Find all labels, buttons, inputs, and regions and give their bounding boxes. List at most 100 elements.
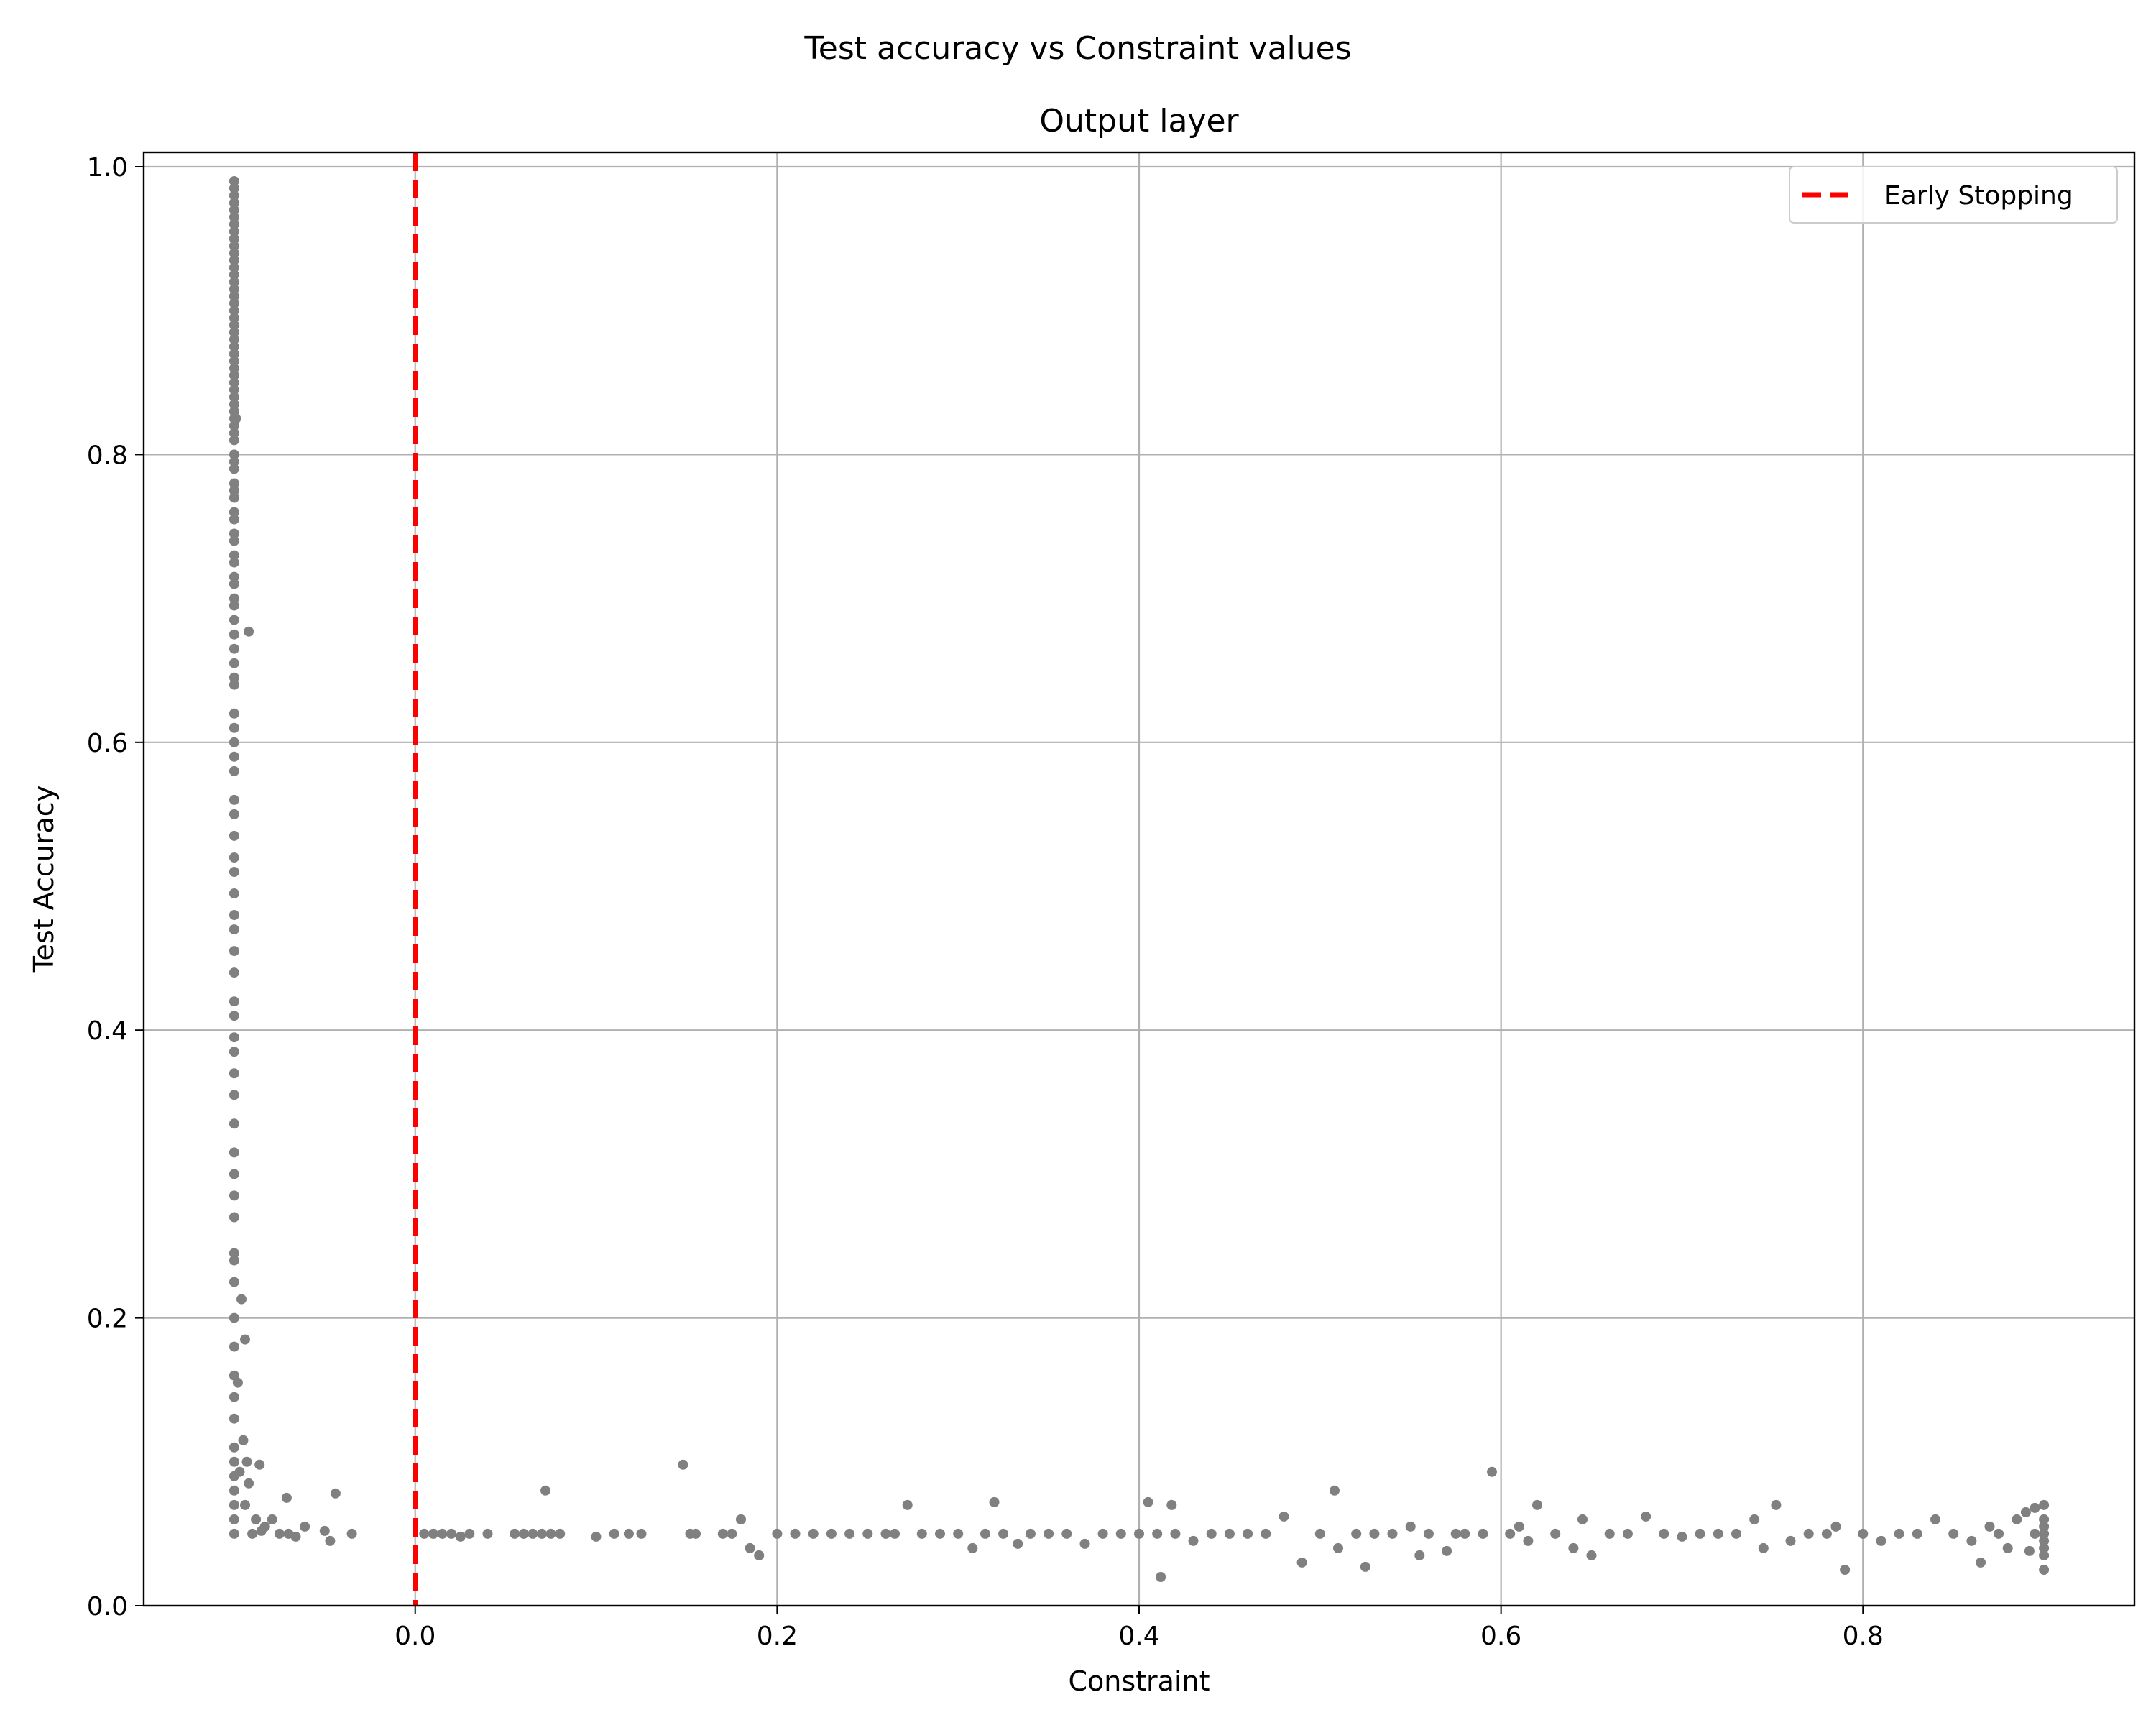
scatter-point xyxy=(229,485,239,496)
scatter-point xyxy=(234,1466,245,1477)
scatter-point xyxy=(229,1255,239,1266)
scatter-point xyxy=(229,349,239,359)
scatter-point xyxy=(2039,1528,2050,1539)
y-tick-label: 0.6 xyxy=(87,729,128,758)
scatter-point xyxy=(1876,1535,1886,1546)
scatter-point xyxy=(229,579,239,589)
scatter-point xyxy=(537,1528,547,1539)
scatter-point xyxy=(231,413,241,424)
scatter-point xyxy=(691,1528,701,1539)
scatter-point xyxy=(1532,1499,1542,1510)
scatter-point xyxy=(229,183,239,193)
scatter-point xyxy=(229,571,239,582)
scatter-point xyxy=(518,1528,529,1539)
scatter-point xyxy=(229,852,239,862)
scatter-point xyxy=(229,1276,239,1287)
scatter-point xyxy=(2039,1550,2050,1560)
scatter-point xyxy=(232,1377,243,1388)
scatter-point xyxy=(229,830,239,841)
scatter-point xyxy=(229,435,239,446)
scatter-point xyxy=(1025,1528,1036,1539)
chart-suptitle: Test accuracy vs Constraint values xyxy=(803,30,1351,67)
scatter-point xyxy=(1659,1528,1669,1539)
scatter-point xyxy=(935,1528,945,1539)
scatter-point xyxy=(1622,1528,1633,1539)
scatter-point xyxy=(808,1528,819,1539)
scatter-point xyxy=(1966,1535,1977,1546)
scatter-point xyxy=(2039,1514,2050,1524)
scatter-point xyxy=(916,1528,927,1539)
scatter-point xyxy=(229,794,239,805)
scatter-point xyxy=(229,464,239,474)
scatter-point xyxy=(283,1528,294,1539)
scatter-point xyxy=(1550,1528,1561,1539)
scatter-point xyxy=(609,1528,619,1539)
scatter-point xyxy=(229,313,239,323)
scatter-point xyxy=(1387,1528,1398,1539)
scatter-point xyxy=(455,1531,466,1542)
scatter-point xyxy=(2039,1565,2050,1575)
scatter-point xyxy=(229,176,239,186)
scatter-point xyxy=(1170,1528,1181,1539)
scatter-point xyxy=(1803,1528,1814,1539)
y-tick-label: 0.2 xyxy=(87,1305,128,1334)
x-tick-label: 0.8 xyxy=(1843,1622,1884,1651)
scatter-point xyxy=(229,298,239,309)
scatter-point xyxy=(229,722,239,733)
scatter-point xyxy=(1976,1557,1986,1568)
scatter-point xyxy=(229,234,239,244)
scatter-point xyxy=(1206,1528,1217,1539)
scatter-point xyxy=(1830,1521,1841,1532)
scatter-point xyxy=(229,341,239,352)
scatter-point xyxy=(1314,1528,1325,1539)
scatter-point xyxy=(623,1528,634,1539)
scatter-point xyxy=(2039,1521,2050,1532)
scatter-point xyxy=(236,1294,247,1305)
scatter-point xyxy=(1523,1535,1534,1546)
scatter-point xyxy=(1948,1528,1959,1539)
scatter-point xyxy=(229,679,239,690)
scatter-point xyxy=(1840,1565,1851,1575)
scatter-point xyxy=(1224,1528,1235,1539)
y-tick-label: 0.8 xyxy=(87,441,128,470)
scatter-point xyxy=(229,219,239,230)
scatter-point xyxy=(229,1068,239,1079)
scatter-point xyxy=(1984,1521,1995,1532)
scatter-point xyxy=(229,356,239,367)
scatter-point xyxy=(555,1528,566,1539)
scatter-point xyxy=(953,1528,964,1539)
scatter-point xyxy=(717,1528,728,1539)
axes-title: Output layer xyxy=(1039,103,1239,139)
scatter-point xyxy=(1450,1528,1461,1539)
scatter-point xyxy=(1731,1528,1741,1539)
scatter-point xyxy=(772,1528,783,1539)
scatter-point xyxy=(238,1435,249,1445)
scatter-point xyxy=(1369,1528,1380,1539)
scatter-point xyxy=(229,1312,239,1323)
x-tick-label: 0.6 xyxy=(1480,1622,1521,1651)
scatter-point xyxy=(251,1514,262,1524)
scatter-point xyxy=(1166,1499,1177,1510)
scatter-point xyxy=(528,1528,538,1539)
scatter-point xyxy=(256,1525,267,1536)
scatter-point xyxy=(1013,1538,1023,1549)
scatter-point xyxy=(229,708,239,719)
scatter-point xyxy=(1442,1545,1452,1556)
scatter-point xyxy=(229,320,239,331)
scatter-point xyxy=(1586,1550,1597,1560)
scatter-point xyxy=(229,212,239,223)
scatter-point xyxy=(229,363,239,374)
scatter-point xyxy=(862,1528,873,1539)
y-tick-label: 0.4 xyxy=(87,1016,128,1046)
scatter-point xyxy=(229,241,239,252)
scatter-point xyxy=(229,1046,239,1057)
grid xyxy=(144,152,2134,1607)
scatter-point xyxy=(346,1528,357,1539)
scatter-point xyxy=(229,751,239,762)
scatter-point xyxy=(229,507,239,518)
scatter-point xyxy=(437,1528,448,1539)
scatter-point xyxy=(464,1528,475,1539)
scatter-point xyxy=(1079,1538,1090,1549)
scatter-point xyxy=(229,305,239,316)
scatter-point xyxy=(229,593,239,604)
